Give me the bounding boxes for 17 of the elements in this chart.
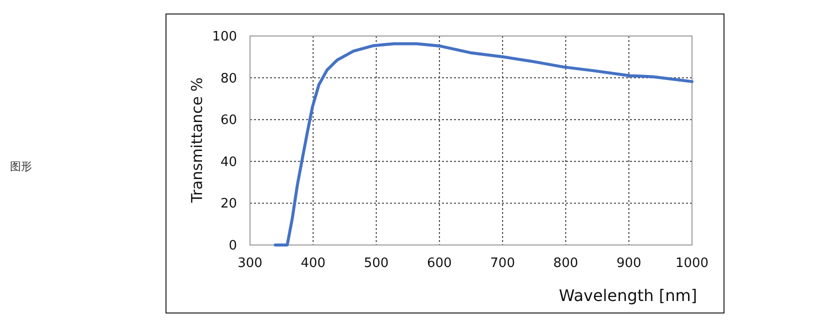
annotation: 图形: [10, 160, 32, 173]
xtick: 600: [427, 256, 452, 271]
ytick: 40: [220, 154, 237, 170]
ytick: 100: [212, 30, 237, 44]
ytick: 60: [220, 113, 237, 128]
ytick: 0: [228, 238, 237, 254]
xtick: 400: [300, 256, 326, 271]
ytick: 20: [220, 196, 237, 212]
xlabel: Wavelength [nm]: [558, 286, 698, 305]
ylabel: Transmittance %: [188, 77, 206, 203]
xtick: 700: [490, 256, 515, 271]
ytick: 80: [220, 71, 237, 86]
xtick: 800: [553, 256, 578, 271]
xtick: 900: [616, 256, 642, 271]
xtick: 500: [364, 256, 389, 271]
xtick: 1000: [675, 256, 709, 271]
xtick: 300: [238, 256, 262, 271]
